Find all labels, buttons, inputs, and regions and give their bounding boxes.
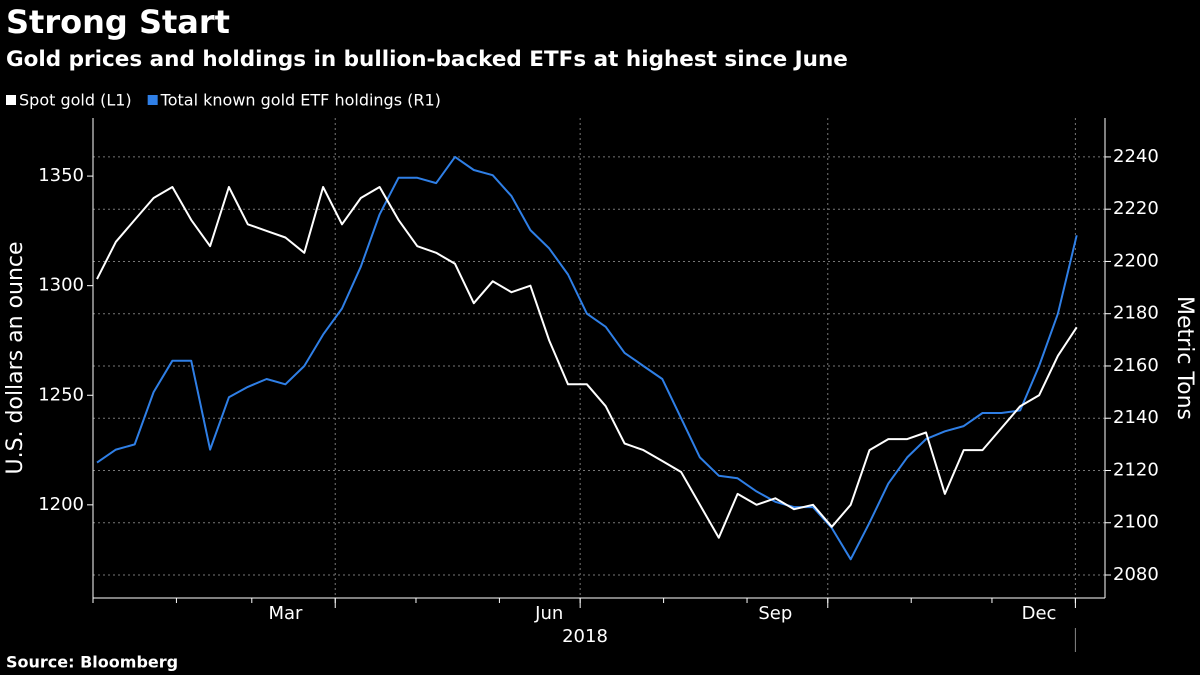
chart-subtitle: Gold prices and holdings in bullion-back… (6, 47, 848, 72)
legend-swatch (6, 95, 16, 105)
y2-tick-label: 2180 (1113, 303, 1159, 324)
x-tick-label: Mar (268, 603, 303, 624)
y2-axis-label: Metric Tons (1172, 296, 1197, 420)
y-tick-label: 1250 (38, 384, 84, 405)
y2-tick-label: 2160 (1113, 355, 1159, 376)
y2-tick-label: 2080 (1113, 564, 1159, 585)
y-tick-label: 1350 (38, 165, 84, 186)
y-tick-label: 1300 (38, 275, 84, 296)
x-tick-label: Sep (758, 603, 792, 624)
series-line (96, 186, 1078, 539)
legend-label: Spot gold (L1) (19, 91, 132, 110)
x-axis-label: 2018 (562, 626, 608, 647)
y2-tick-label: 2100 (1113, 512, 1159, 533)
chart-title: Strong Start (6, 3, 230, 41)
y2-tick-label: 2120 (1113, 459, 1159, 480)
y2-tick-label: 2240 (1113, 146, 1159, 167)
legend-swatch (147, 95, 158, 105)
x-tick-label: Jun (534, 603, 563, 624)
series-line (96, 155, 1078, 561)
x-tick-label: Dec (1022, 603, 1057, 624)
y-tick-label: 1200 (38, 494, 84, 515)
source: Source: Bloomberg (6, 653, 178, 672)
y2-tick-label: 2220 (1113, 198, 1159, 219)
y-axis-label: U.S. dollars an ounce (3, 241, 28, 474)
y2-tick-label: 2200 (1113, 250, 1159, 271)
y2-tick-label: 2140 (1113, 407, 1159, 428)
legend-label: Total known gold ETF holdings (R1) (160, 91, 441, 110)
